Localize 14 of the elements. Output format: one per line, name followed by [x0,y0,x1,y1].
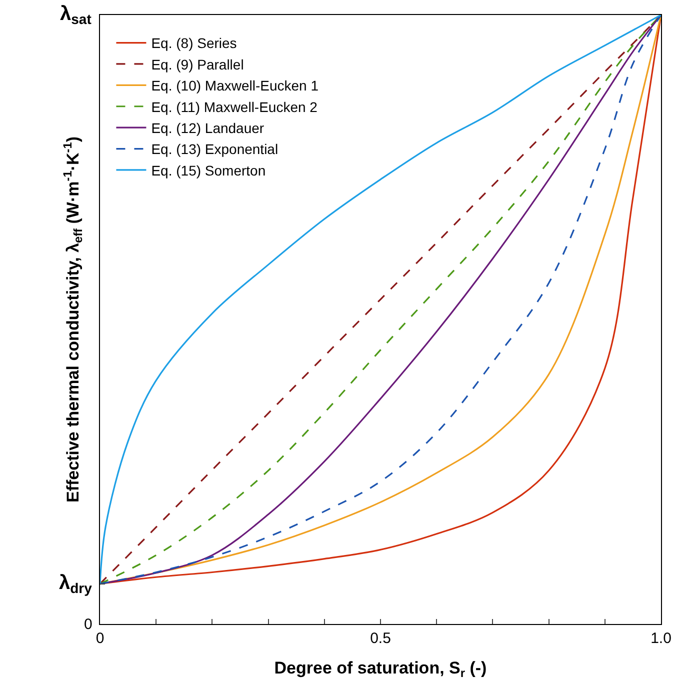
x-tick-label: 0.5 [370,630,391,647]
legend-label: Eq. (8) Series [151,35,237,52]
text: 0 [84,616,92,633]
text: λ$_{dry}$ [59,572,92,596]
legend-label: Eq. (10) Maxwell-Eucken 1 [151,78,319,94]
legend-label: Eq. (15) Somerton [151,162,266,178]
x-tick-label: 0 [96,630,104,647]
x-tick-label: 1.0 [650,630,672,647]
text: λ$_{sat}$ [60,3,92,28]
legend-label: Eq. (9) Parallel [151,56,244,72]
legend-label: Eq. (11) Maxwell-Eucken 2 [151,98,318,115]
legend-label: Eq. (12) Landauer [151,120,264,136]
x-axis-title: Degree of saturation, S$_{r}$ (-) [274,658,487,680]
legend-label: Eq. (13) Exponential [151,141,278,158]
